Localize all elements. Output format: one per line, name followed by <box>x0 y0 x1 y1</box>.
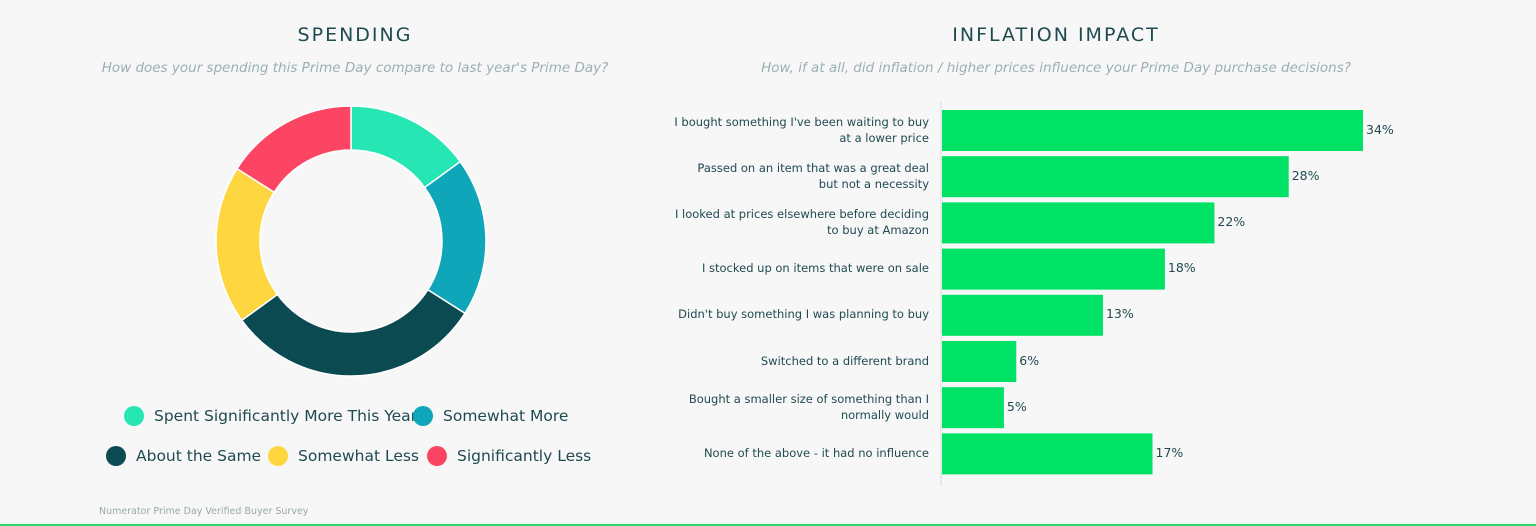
bar <box>942 248 1165 290</box>
legend-swatch <box>427 446 447 466</box>
legend-item: Somewhat More <box>413 406 568 426</box>
bar-category-label: Passed on an item that was a great deal b… <box>629 160 929 192</box>
bottom-divider <box>0 524 1536 526</box>
source-note: Numerator Prime Day Verified Buyer Surve… <box>99 506 309 517</box>
bar-category-line: Switched to a different brand <box>760 353 929 368</box>
legend-swatch <box>106 446 126 466</box>
legend-item: Significantly Less <box>427 446 591 466</box>
donut-slice <box>240 288 467 377</box>
bar <box>942 156 1289 198</box>
bar <box>942 433 1153 475</box>
legend-label: Spent Significantly More This Year <box>154 407 418 425</box>
legend-label: Somewhat More <box>443 407 569 425</box>
bar-category-line: but not a necessity <box>818 176 929 191</box>
legend-item: Spent Significantly More This Year <box>124 406 417 426</box>
bar-category-label: Switched to a different brand <box>629 353 929 369</box>
bar-value-label: 18% <box>1167 260 1196 276</box>
bar-category-line: normally would <box>840 407 929 422</box>
legend-item: About the Same <box>106 446 261 466</box>
bar <box>942 110 1363 151</box>
bar-category-line: Didn't buy something I was planning to b… <box>678 307 929 322</box>
bar-category-label: Bought a smaller size of something than … <box>629 391 929 423</box>
legend-label: Significantly Less <box>457 447 592 465</box>
inflation-title: INFLATION IMPACT <box>952 24 1160 46</box>
bar-category-label: I looked at prices elsewhere before deci… <box>629 206 929 238</box>
bar-value-label: 28% <box>1291 167 1320 183</box>
spending-subtitle: How does your spending this Prime Day co… <box>101 60 609 76</box>
legend-swatch <box>124 406 144 426</box>
bar-category-label: Didn't buy something I was planning to b… <box>629 306 929 322</box>
bar-value-label: 22% <box>1217 213 1246 229</box>
bar <box>942 202 1215 244</box>
bar-category-line: Bought a smaller size of something than … <box>688 391 929 406</box>
spending-title: SPENDING <box>297 24 413 46</box>
bar-category-line: I bought something I've been waiting to … <box>674 114 929 129</box>
bar-category-label: None of the above - it had no influence <box>629 445 929 461</box>
bar-category-line: None of the above - it had no influence <box>703 445 929 460</box>
spending-donut-chart <box>215 105 487 377</box>
bar-category-line: to buy at Amazon <box>827 222 929 237</box>
legend-item: Somewhat Less <box>268 446 419 466</box>
bar-category-line: I stocked up on items that were on sale <box>701 261 929 276</box>
bar-value-label: 13% <box>1105 306 1134 322</box>
legend-label: Somewhat Less <box>298 447 420 465</box>
bar-value-label: 6% <box>1019 352 1040 368</box>
bar-category-line: Passed on an item that was a great deal <box>697 160 929 175</box>
bar-category-line: I looked at prices elsewhere before deci… <box>674 206 929 221</box>
bar <box>942 341 1017 382</box>
legend-swatch <box>268 446 288 466</box>
inflation-subtitle: How, if at all, did inflation / higher p… <box>761 60 1351 76</box>
bar-category-label: I bought something I've been waiting to … <box>629 114 929 146</box>
bar-category-label: I stocked up on items that were on sale <box>629 260 929 276</box>
legend-label: About the Same <box>136 447 262 465</box>
legend-swatch <box>413 406 433 426</box>
bar-value-label: 5% <box>1006 398 1027 414</box>
bar-value-label: 34% <box>1366 121 1394 137</box>
bar-value-label: 17% <box>1155 444 1184 460</box>
bar <box>942 294 1103 336</box>
bar <box>942 387 1004 429</box>
donut-slice <box>235 105 352 194</box>
bar-category-line: at a lower price <box>839 130 929 145</box>
